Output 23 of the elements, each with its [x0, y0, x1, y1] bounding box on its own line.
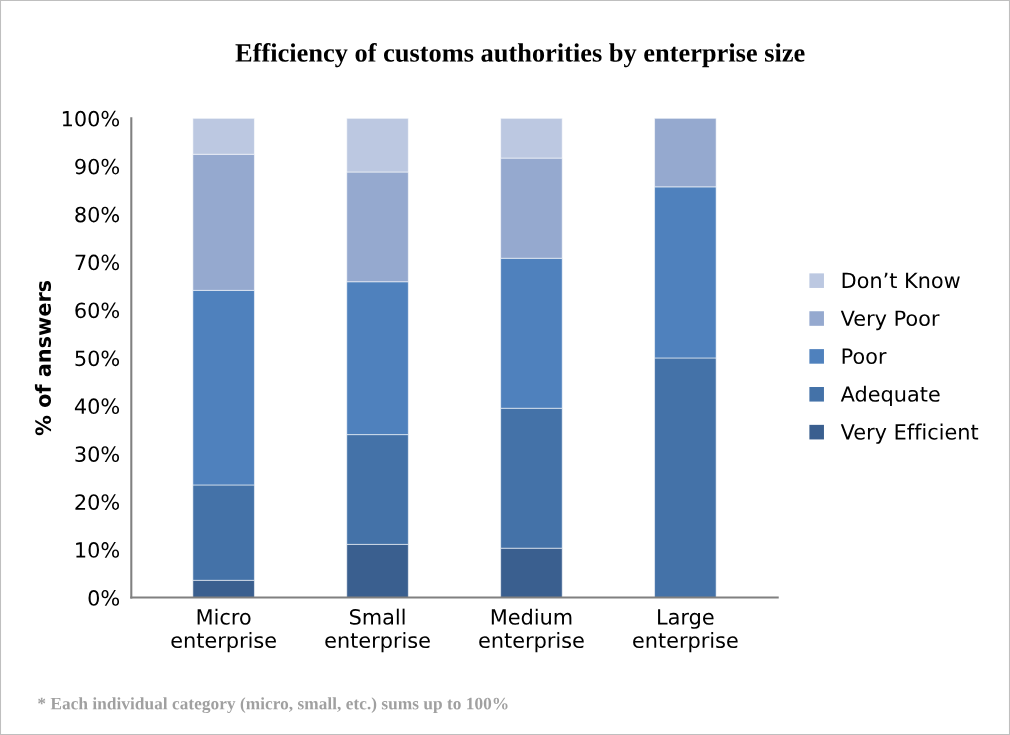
legend-label: Don’t Know — [842, 272, 960, 289]
x-tick-label: Micro enterprise — [171, 608, 276, 653]
y-tick-label: 20% — [75, 494, 120, 510]
x-tick-label: Small enterprise — [325, 608, 430, 653]
y-tick-label: 100% — [62, 110, 120, 127]
x-tick-label: Medium enterprise — [479, 608, 584, 653]
legend-label: Very Poor — [840, 310, 940, 331]
legend-label: Adequate — [840, 385, 940, 406]
legend-label: Very Efficient — [840, 423, 979, 444]
y-tick-label: 50% — [75, 350, 120, 367]
legend-label: Poor — [842, 348, 887, 364]
y-tick-label: 90% — [75, 158, 120, 175]
y-tick-label: 0% — [88, 590, 120, 606]
y-tick-label: 40% — [74, 398, 120, 415]
y-tick-label: 60% — [75, 302, 120, 319]
x-tick-label: Large enterprise — [633, 609, 738, 653]
y-tick-label: 30% — [75, 446, 120, 462]
y-tick-label: 10% — [76, 542, 120, 558]
chart-title: Efficiency of customs authorities by enterprise size — [235, 42, 805, 68]
y-tick-label: 70% — [75, 254, 120, 271]
y-axis-title: % of answers — [34, 280, 52, 436]
text: * Each individual category (micro, small, etc.) sums up to 100% — [38, 697, 508, 714]
y-tick-label: 80% — [75, 206, 120, 223]
